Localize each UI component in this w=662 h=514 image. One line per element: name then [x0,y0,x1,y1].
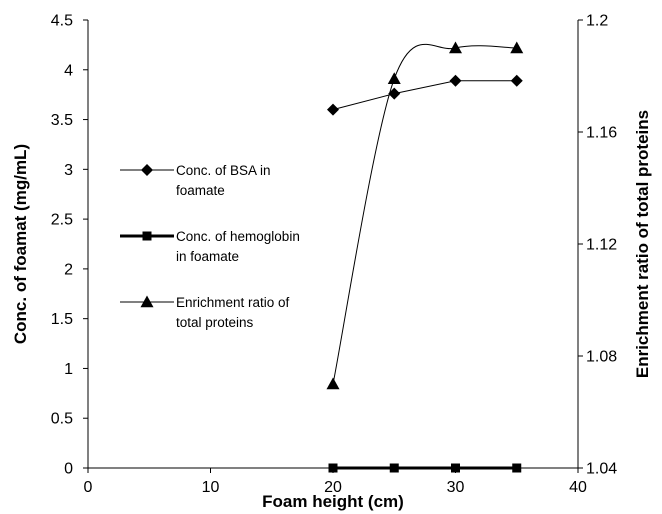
series-1 [327,74,523,116]
legend-marker [141,164,153,176]
x-tick-label: 40 [569,479,587,496]
y-left-tick-label: 1.5 [51,311,73,328]
y-axis-left-title: Conc. of foamat (mg/mL) [11,144,30,344]
x-tick-label: 30 [447,479,465,496]
series-layer [326,41,524,473]
data-point [387,72,401,84]
data-point [451,463,460,473]
legend-label: Enrichment ratio of total proteins [176,295,290,330]
series-3 [326,41,524,390]
data-point [389,463,399,473]
series-line [332,43,517,385]
y-left-tick-label: 1 [64,361,73,378]
legend-label: Conc. of BSA in foamate [176,163,271,198]
y-right-tick-label: 1.08 [586,349,617,366]
x-axis-title: Foam height (cm) [262,492,404,511]
y-right-tick-label: 1.2 [586,13,608,30]
legend-item: Conc. of hemoglobin in foamate [120,229,300,264]
series-2 [328,463,522,473]
legend-marker [140,295,154,308]
data-point [327,103,339,116]
x-tick-label: 0 [84,479,93,496]
y-left-tick-label: 3.5 [51,112,73,129]
y-left-tick-label: 2.5 [51,212,73,229]
data-point [388,87,401,100]
y-left-tick-label: 0 [64,461,73,478]
y-left-tick-label: 4 [64,62,73,79]
y-left-tick-label: 2 [64,261,73,278]
legend-item: Enrichment ratio of total proteins [120,295,290,330]
data-point [449,41,462,54]
legend-marker [142,231,152,241]
legend-item: Conc. of BSA in foamate [120,163,271,198]
data-point [326,377,340,390]
y-axis-right-title: Enrichment ratio of total proteins [633,110,652,378]
data-point [510,41,524,54]
y-left-tick-label: 3 [64,162,73,179]
data-point [512,463,522,473]
legend: Conc. of BSA in foamate Conc. of hemoglobi… [120,163,300,330]
data-point [328,463,338,473]
x-tick-label: 20 [324,479,342,496]
data-point [510,74,523,87]
y-right-tick-label: 1.04 [586,461,617,478]
y-right-tick-label: 1.12 [586,237,617,254]
axes: 0 10 20 30 40 0 0.5 1 1.5 2 2.5 3 3.5 4 4.5 1.04 1.08 1.1… [51,13,617,497]
legend-label: Conc. of hemoglobin in foamate [176,229,300,264]
series-line [332,80,517,111]
y-left-tick-label: 4.5 [51,13,73,30]
data-point [449,74,462,87]
x-tick-label: 10 [202,479,220,496]
y-left-tick-label: 0.5 [51,411,73,428]
y-right-tick-label: 1.16 [586,125,617,142]
